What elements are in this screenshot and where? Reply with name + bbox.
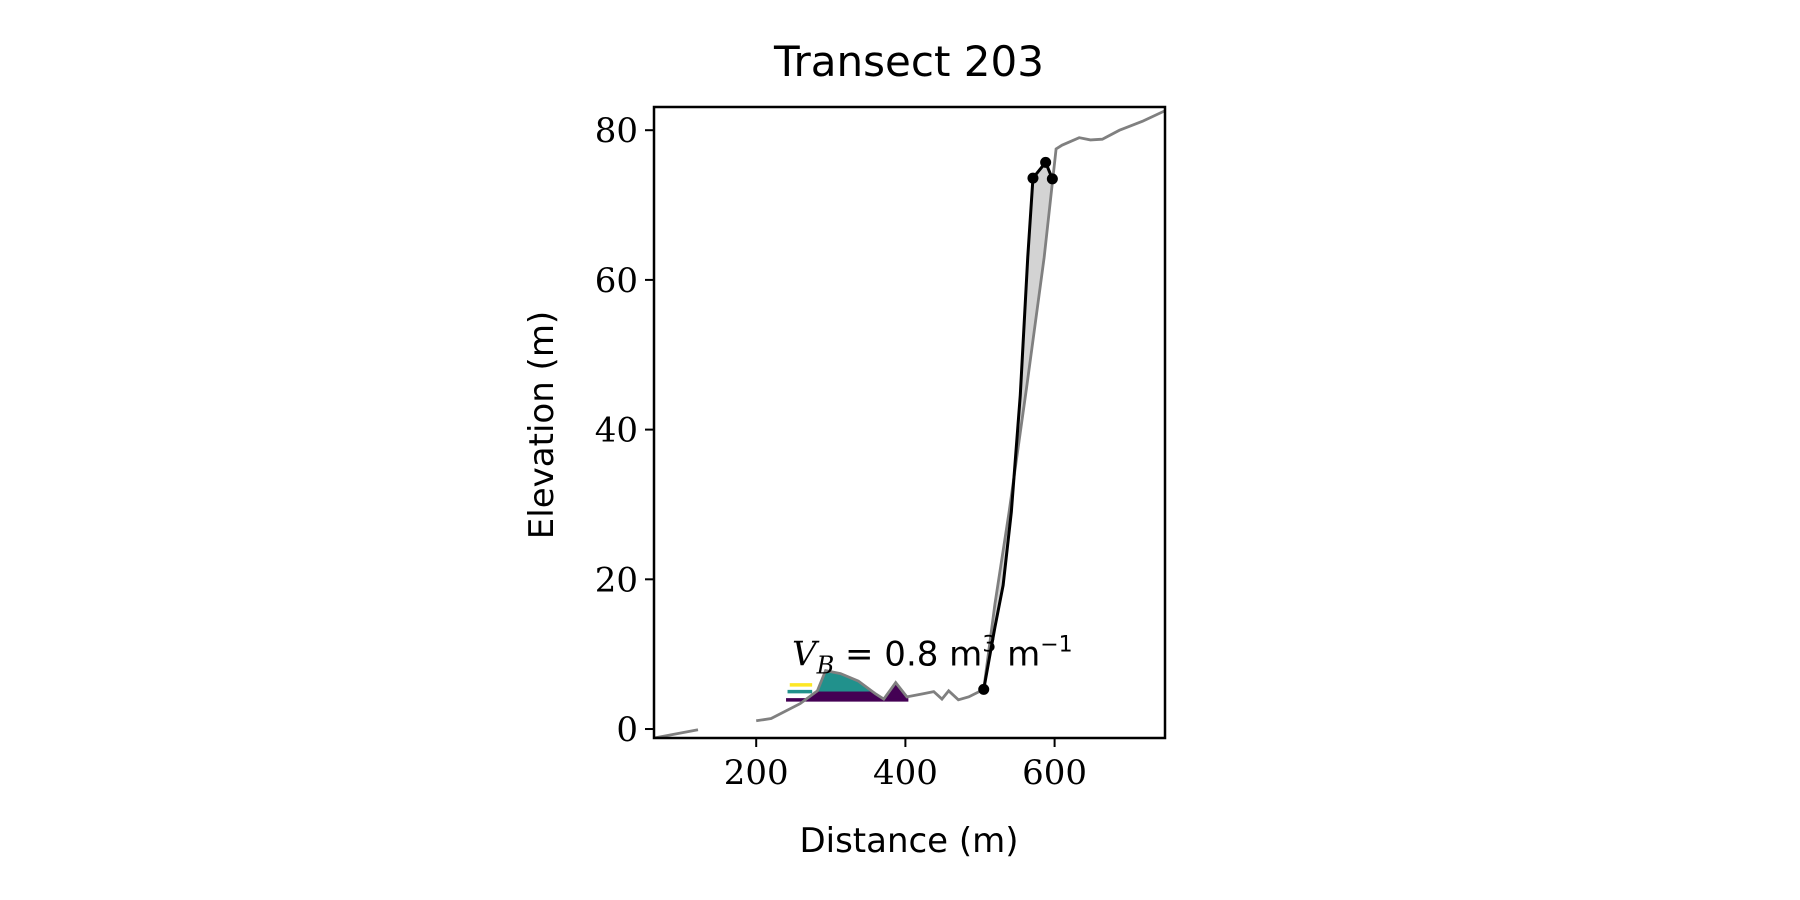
y-tick-label: 60 bbox=[595, 261, 638, 301]
series-line bbox=[654, 109, 1165, 738]
point bbox=[978, 683, 990, 695]
annotation-part: V bbox=[792, 634, 820, 674]
axes-frame bbox=[652, 105, 1167, 740]
y-tick-label: 0 bbox=[616, 710, 638, 750]
annotation-part: B bbox=[816, 651, 835, 679]
y-tick-label: 40 bbox=[595, 411, 638, 451]
x-tick-label: 400 bbox=[873, 753, 938, 793]
point bbox=[1046, 173, 1058, 185]
chart-title: Transect 203 bbox=[773, 37, 1044, 86]
annotation-part: −1 bbox=[1040, 632, 1072, 657]
x-tick-label: 600 bbox=[1022, 753, 1087, 793]
point bbox=[1027, 172, 1039, 184]
annotation-part: m bbox=[996, 634, 1040, 674]
x-axis-label: Distance (m) bbox=[799, 821, 1018, 861]
y-tick-label: 20 bbox=[595, 560, 638, 600]
annotation-part: 3 bbox=[982, 632, 996, 657]
point bbox=[1040, 156, 1052, 168]
y-tick-label: 80 bbox=[595, 111, 638, 151]
y-axis-label: Elevation (m) bbox=[522, 311, 562, 539]
series-line bbox=[982, 159, 1054, 690]
level-fill bbox=[800, 670, 876, 692]
annotation-part: = 0.8 m bbox=[834, 634, 982, 674]
plot-area bbox=[654, 109, 1165, 738]
x-tick-label: 200 bbox=[724, 753, 789, 793]
annotation: VB = 0.8 m3 m−1 bbox=[792, 632, 1073, 679]
